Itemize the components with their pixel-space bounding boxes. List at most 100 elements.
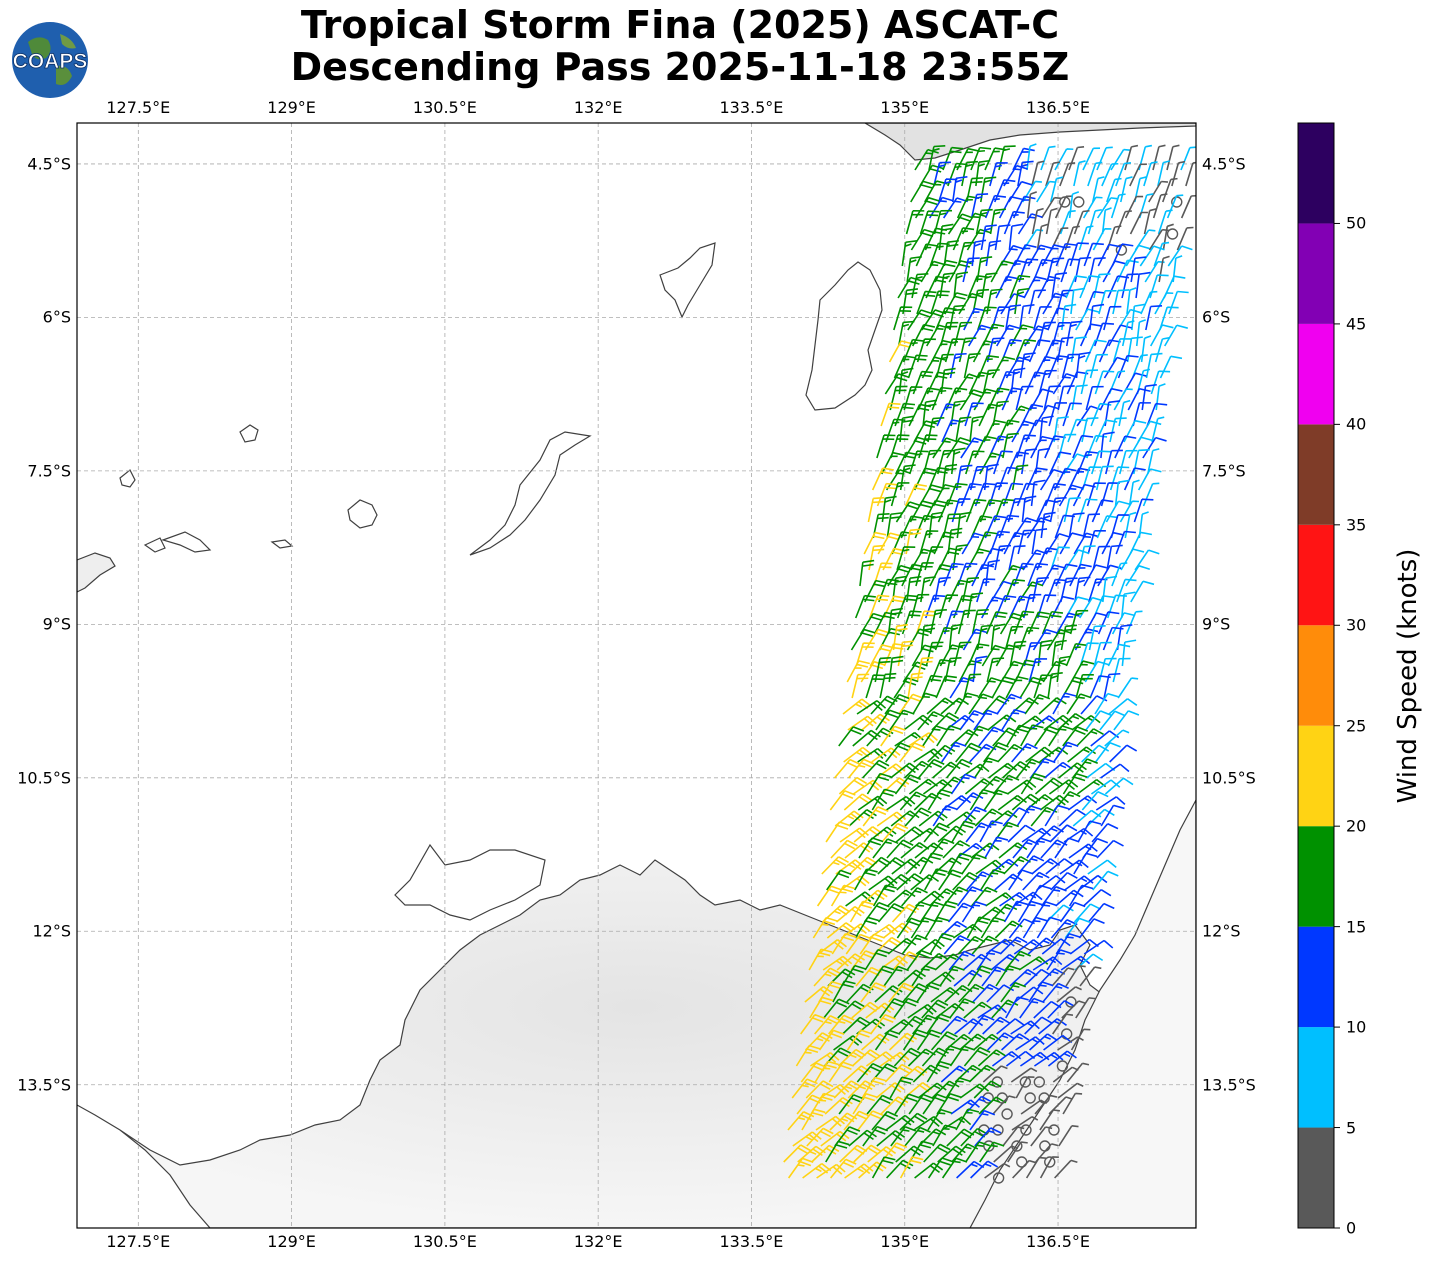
wind-barb xyxy=(1049,496,1067,523)
wind-barb xyxy=(965,450,985,475)
wind-barb xyxy=(956,886,983,907)
wind-barb xyxy=(1083,939,1114,955)
wind-barb xyxy=(964,1095,992,1115)
wind-barb xyxy=(1065,275,1087,299)
wind-barb xyxy=(969,788,995,811)
wind-barb xyxy=(1117,354,1139,379)
wind-barb xyxy=(1142,436,1167,459)
wind-barb xyxy=(875,709,901,731)
wind-barb xyxy=(1055,612,1080,635)
wind-barb xyxy=(880,1096,909,1115)
wind-barb xyxy=(934,259,958,283)
colorbar-tick-10: 50 xyxy=(1346,213,1367,233)
wind-barb xyxy=(979,499,1002,523)
wind-barb xyxy=(832,980,856,1003)
wind-barb xyxy=(877,856,906,875)
wind-barb xyxy=(1045,161,1061,187)
wind-barb xyxy=(880,725,906,747)
wind-barb xyxy=(911,644,936,667)
wind-barb xyxy=(975,208,993,235)
wind-barb xyxy=(876,763,906,779)
wind-barb xyxy=(1054,1159,1078,1179)
wind-barb xyxy=(904,807,932,827)
wind-barb xyxy=(950,773,977,795)
wind-barb xyxy=(1058,433,1077,459)
wind-barb xyxy=(1131,303,1146,331)
timor-tip xyxy=(77,552,116,593)
wind-barb xyxy=(1143,161,1158,187)
wind-barb xyxy=(879,998,906,1019)
wind-barb xyxy=(890,1126,917,1147)
wind-barb xyxy=(1030,806,1058,827)
wind-barb xyxy=(931,1080,960,1099)
wind-barb xyxy=(880,402,901,427)
wind-barb xyxy=(813,967,841,987)
wind-barb xyxy=(1148,180,1169,203)
wind-barb xyxy=(1001,1108,1013,1120)
wind-barb xyxy=(1020,724,1044,747)
wind-barb xyxy=(890,482,910,507)
wind-barb xyxy=(1062,402,1082,427)
wind-barb xyxy=(1039,1109,1061,1131)
wind-barb xyxy=(833,1035,863,1051)
wind-barb xyxy=(970,1160,999,1179)
wind-barb xyxy=(1078,918,1105,939)
wind-barb xyxy=(1044,804,1069,827)
wind-barb xyxy=(885,418,906,443)
wind-barb xyxy=(983,419,1007,443)
wind-barb xyxy=(1095,465,1114,491)
wind-barb xyxy=(973,1033,1002,1051)
wind-barb xyxy=(1032,628,1058,651)
wind-barb xyxy=(1154,337,1170,363)
wind-barb xyxy=(858,837,884,859)
wind-barb xyxy=(915,562,934,587)
wind-barb xyxy=(871,467,894,491)
wind-barb xyxy=(859,559,875,587)
wind-barb xyxy=(896,873,925,891)
wind-barb xyxy=(1171,160,1186,187)
wind-barb xyxy=(984,836,1009,859)
wind-barb xyxy=(1079,323,1103,347)
wind-barb xyxy=(904,436,929,459)
wind-barb xyxy=(876,811,907,827)
wind-barb xyxy=(941,741,967,763)
wind-barb xyxy=(940,1015,968,1035)
wind-barb xyxy=(959,709,986,731)
wind-barb xyxy=(916,290,937,315)
aru-islands xyxy=(805,261,883,411)
wind-barb xyxy=(994,920,1023,939)
wind-barb xyxy=(1091,450,1111,475)
wind-barb xyxy=(963,1046,991,1067)
right-lat-tick-3: 9°S xyxy=(1202,614,1231,634)
wind-barb xyxy=(1036,223,1049,251)
wind-barb xyxy=(1005,996,1029,1019)
wind-barb xyxy=(1056,289,1075,315)
wind-barb xyxy=(1019,303,1035,331)
wind-barb xyxy=(924,916,949,939)
wind-barb xyxy=(994,595,1017,619)
wind-barb xyxy=(990,260,1014,283)
wind-barb xyxy=(986,1032,1015,1051)
wind-barb xyxy=(883,965,909,987)
colorbar-bin-10 xyxy=(1298,123,1334,224)
wind-barb xyxy=(1066,693,1092,715)
wind-barb xyxy=(1076,728,1104,747)
wind-barb xyxy=(880,777,910,795)
coaps-logo: COAPS xyxy=(10,20,90,100)
wind-barb xyxy=(1108,698,1138,715)
wind-barb xyxy=(908,1093,935,1115)
wind-barb xyxy=(879,672,897,699)
wind-barb xyxy=(829,1158,857,1179)
logo-text: COAPS xyxy=(13,50,88,73)
wind-barb xyxy=(814,1060,839,1083)
wind-barb xyxy=(1041,564,1066,587)
wind-barb xyxy=(838,726,865,747)
wind-barb xyxy=(1024,1016,1053,1035)
wind-barb xyxy=(1116,578,1137,603)
wind-barb xyxy=(957,562,978,587)
wind-barb xyxy=(951,820,976,843)
wind-barb xyxy=(946,482,968,507)
wind-barb xyxy=(930,290,950,315)
tanimbar-islands xyxy=(469,431,592,556)
wind-barb xyxy=(1008,223,1024,251)
